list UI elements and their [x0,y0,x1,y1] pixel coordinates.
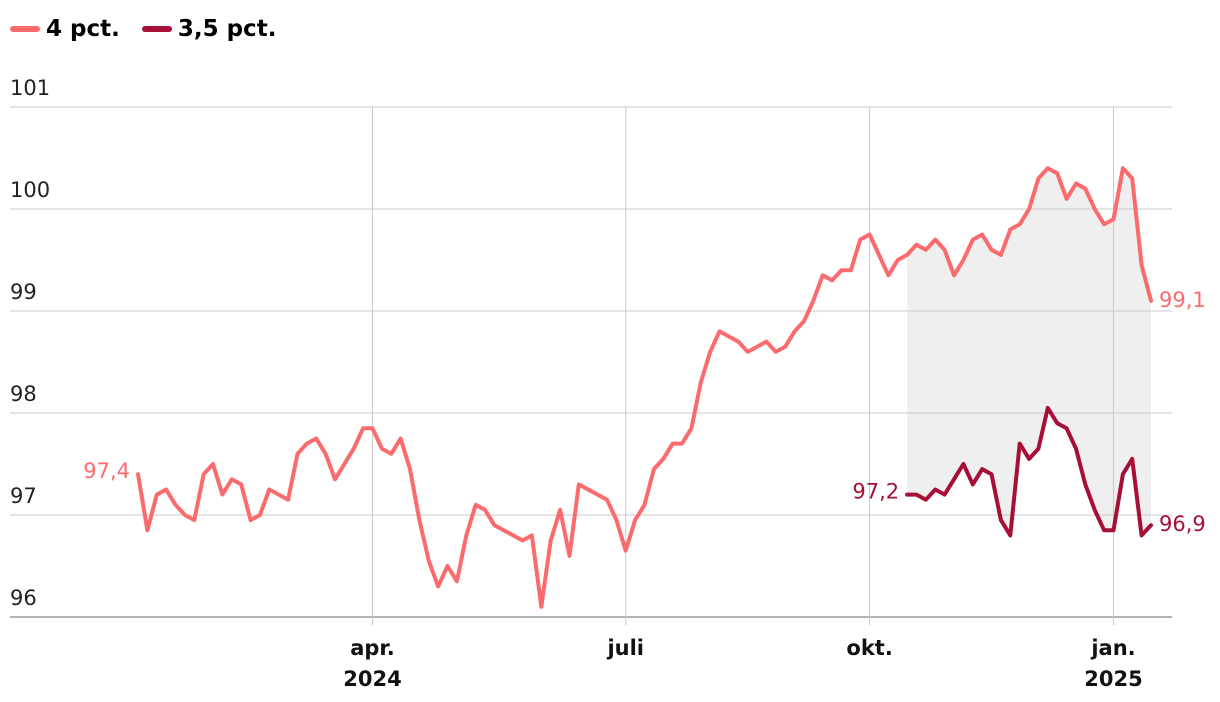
value-label: 96,9 [1159,512,1206,536]
y-tick-label: 100 [10,178,50,202]
gap-area [907,168,1151,536]
y-tick-label: 98 [10,382,37,406]
y-tick-label: 101 [10,76,50,100]
x-tick-label: juli [607,636,645,660]
y-tick-label: 99 [10,280,37,304]
value-label: 97,4 [83,459,130,483]
x-tick-label: okt. [846,636,893,660]
legend: 4 pct. 3,5 pct. [10,16,276,42]
legend-label: 4 pct. [46,16,120,42]
legend-label: 3,5 pct. [177,16,277,42]
legend-item: 4 pct. [10,16,120,42]
value-label: 99,1 [1159,288,1206,312]
series-line [136,166,1153,609]
x-tick-label: apr. 2024 [343,636,402,691]
series-line [905,405,1153,538]
y-tick-label: 96 [10,586,37,610]
legend-item: 3,5 pct. [141,16,277,42]
y-tick-label: 97 [10,484,37,508]
legend-swatch [141,26,172,32]
legend-swatch [10,26,40,32]
x-tick-label: jan. 2025 [1084,636,1143,691]
value-label: 97,2 [852,480,899,504]
